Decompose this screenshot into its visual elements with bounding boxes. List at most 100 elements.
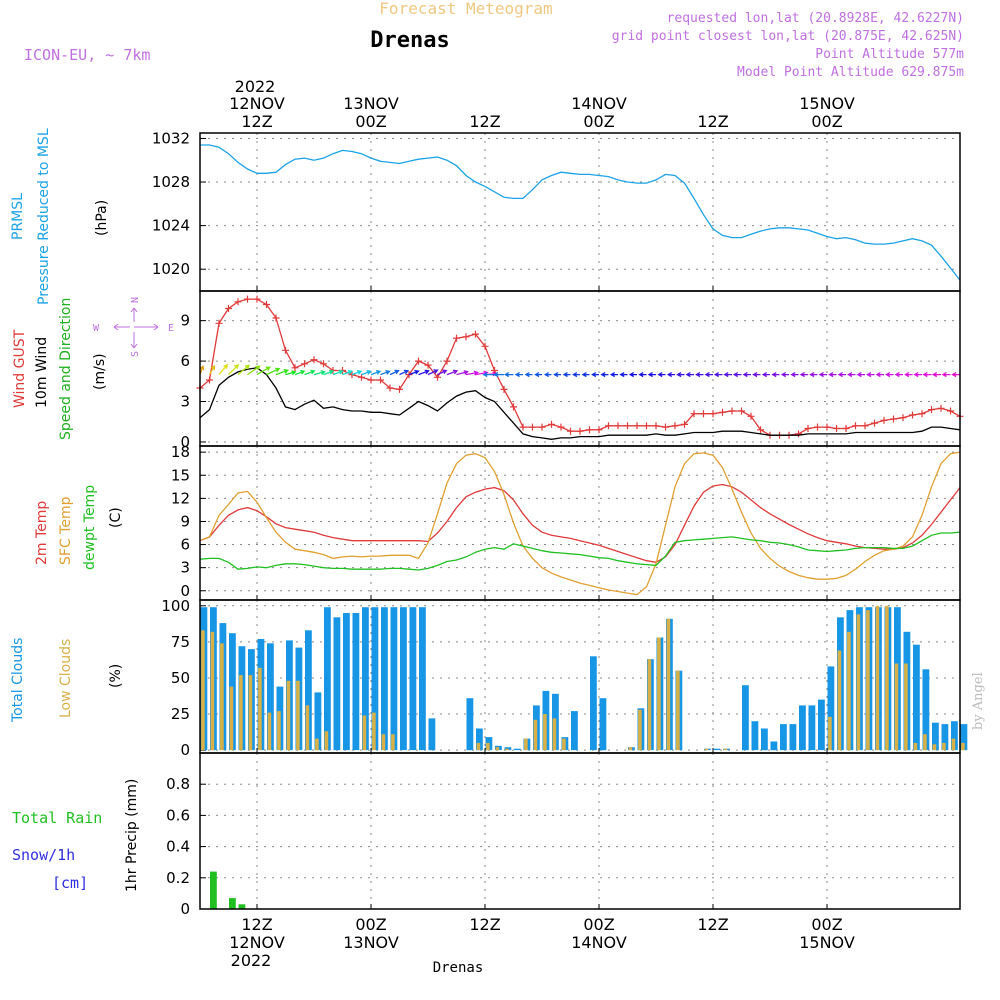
gust-marker — [367, 376, 375, 384]
totalcloud-bar — [590, 656, 597, 751]
gust-marker — [557, 423, 565, 431]
totalcloud-bar — [713, 748, 721, 751]
lowcloud-bar — [647, 659, 652, 751]
wind-direction-arrow — [285, 370, 297, 376]
totalcloud-bar — [466, 698, 474, 751]
lowcloud-bar — [885, 605, 889, 751]
lowcloud-bar — [676, 670, 680, 751]
totalcloud-bar — [742, 685, 749, 751]
lowcloud-bar — [856, 614, 861, 751]
compass-rose: N S W E — [93, 297, 174, 357]
precip-panel: 0 0.2 0.4 0.6 0.8 — [166, 752, 961, 918]
wind-direction-arrow — [543, 372, 552, 378]
gust-marker — [842, 425, 850, 432]
wind-direction-arrow — [676, 372, 685, 378]
top-year-label: 2022 — [235, 77, 276, 96]
wind-direction-arrow — [894, 372, 903, 378]
gust-marker — [738, 407, 745, 415]
wind-direction-arrow — [503, 372, 514, 378]
wind-direction-arrow — [931, 372, 941, 378]
totalcloud-bar — [267, 643, 274, 751]
y-tick-label: 1024 — [152, 217, 190, 235]
y-tick-label: 12 — [171, 489, 190, 507]
wind-direction-arrow — [913, 372, 922, 378]
totalcloud-bar — [780, 724, 787, 751]
gust-marker — [823, 423, 831, 431]
gust-marker — [719, 408, 726, 416]
precip-labels: Total Rain Snow/1h [cm] 1hr Precip (mm) — [12, 779, 140, 892]
gust-marker — [396, 385, 403, 393]
top-date-label: 15NOV — [799, 94, 855, 113]
gust-marker — [310, 356, 318, 364]
gust-marker — [890, 415, 897, 423]
lowcloud-bar — [704, 748, 709, 751]
gust-marker — [861, 422, 869, 430]
lowcloud-bar — [951, 738, 956, 751]
top-hour-label: 12Z — [241, 112, 272, 131]
lowcloud-bar — [372, 712, 376, 751]
wind-direction-arrow — [446, 369, 459, 376]
lowcloud-bar — [239, 675, 243, 751]
gust-marker — [804, 425, 812, 432]
totalcloud-bar — [922, 669, 930, 751]
gust-marker — [814, 423, 821, 431]
wind-direction-arrow — [771, 372, 780, 378]
wind-direction-arrow — [732, 372, 742, 378]
gust-marker — [624, 422, 631, 430]
pressure-panel: 1020 1024 1028 1032 — [152, 129, 961, 292]
totalcloud-bar — [504, 747, 512, 751]
lowcloud-bar — [286, 680, 291, 751]
lowcloud-bar — [305, 705, 310, 751]
totalcloud-bar — [761, 728, 768, 751]
pressure-labels: PRMSL Pressure Reduced to MSL (hPa) — [10, 128, 110, 305]
y-tick-label: 0.2 — [166, 869, 190, 887]
gust-marker — [301, 360, 308, 368]
point-altitude: Point Altitude 577m — [815, 47, 964, 62]
wind-direction-arrow — [266, 367, 281, 376]
panel-frame — [199, 599, 961, 754]
y-tick-label: 9 — [180, 312, 190, 330]
gust-marker — [424, 361, 432, 369]
top-hour-label: 00Z — [811, 112, 842, 131]
wind-direction-arrow — [628, 372, 637, 378]
wind-direction-arrow — [609, 372, 618, 378]
wind-direction-arrow — [922, 372, 932, 378]
totalcloud-bar — [409, 607, 417, 751]
bottom-hour-label: 12Z — [469, 915, 500, 934]
wind-direction-arrow — [399, 369, 410, 376]
y-tick-label: 0.4 — [166, 838, 190, 856]
wind-unit-label: (m/s) — [92, 353, 108, 390]
wind-direction-arrow — [581, 372, 590, 378]
gust-marker — [206, 376, 213, 384]
lowcloud-bar — [923, 734, 927, 751]
gust-marker — [880, 416, 888, 424]
totalcloud-bar — [400, 607, 407, 751]
gust-marker — [567, 427, 574, 435]
t2m-line — [199, 483, 961, 563]
tsfc-label: SFC Temp — [58, 496, 74, 565]
wind-direction-arrow — [904, 372, 913, 378]
gust-marker — [852, 422, 859, 430]
totalcloud-bar — [362, 607, 369, 751]
tsfc-line — [199, 451, 961, 596]
gust-marker — [643, 422, 650, 430]
totalcloud-bar — [333, 617, 341, 751]
gust-marker — [918, 410, 926, 418]
gust-marker — [272, 314, 280, 322]
lowcloud-bar — [391, 734, 395, 751]
y-tick-label: 15 — [171, 466, 190, 484]
bottom-date-label: 15NOV — [799, 933, 855, 952]
bottom-hour-label: 12Z — [697, 915, 728, 934]
wind-direction-arrow — [275, 369, 289, 376]
lowcloud-bar — [486, 742, 490, 751]
lowcloud-bar — [837, 650, 842, 751]
lowcloud-bar — [324, 731, 329, 751]
gust-label: Wind GUST — [12, 329, 28, 408]
lowcloud-bar — [666, 618, 671, 751]
temp-unit-label: (C) — [108, 507, 124, 528]
gust-marker — [595, 426, 603, 434]
y-tick-label: 0 — [180, 900, 190, 918]
y-tick-label: 25 — [171, 705, 190, 723]
credit-label: by Angel — [971, 672, 986, 730]
gust-marker — [443, 357, 451, 365]
